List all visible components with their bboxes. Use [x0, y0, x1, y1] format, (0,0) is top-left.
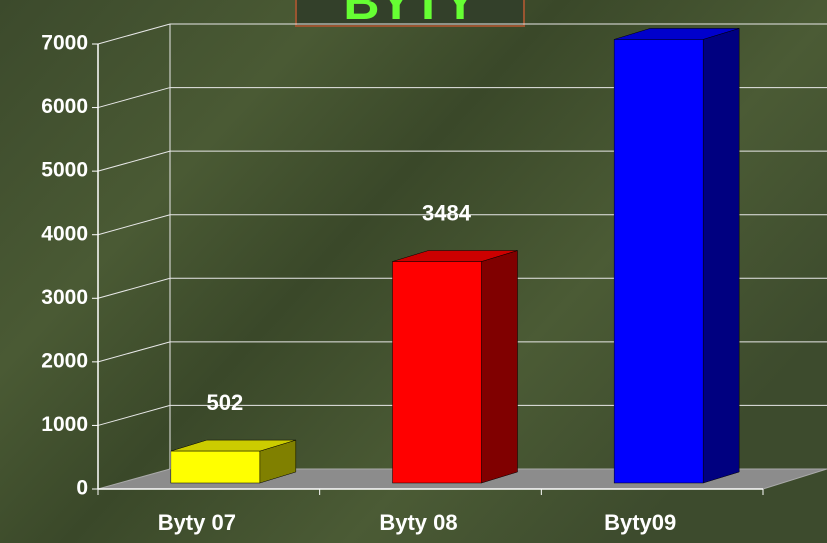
y-tick-label: 5000: [41, 159, 88, 182]
data-label: 6978: [644, 0, 693, 3]
bar-side: [702, 28, 740, 484]
y-tick-label: 7000: [41, 32, 88, 55]
bar: [392, 261, 482, 484]
y-tick-label: 6000: [41, 95, 88, 118]
y-tick-label: 1000: [41, 413, 88, 436]
x-tick-label: Byty 07: [158, 510, 236, 535]
title-box: [295, 0, 525, 27]
bar-side: [481, 250, 518, 484]
x-tick-label: Byty 08: [379, 510, 457, 535]
bar: [170, 450, 261, 484]
y-tick-label: 4000: [41, 222, 88, 245]
x-tick-label: Byty09: [604, 510, 676, 535]
y-tick-label: 2000: [41, 349, 88, 372]
y-tick-label: 0: [76, 477, 88, 500]
chart-title: BYTY: [343, 0, 476, 30]
data-label: 502: [206, 390, 243, 415]
data-label: 3484: [422, 200, 472, 225]
bar: [613, 39, 704, 484]
y-tick-label: 3000: [41, 286, 88, 309]
